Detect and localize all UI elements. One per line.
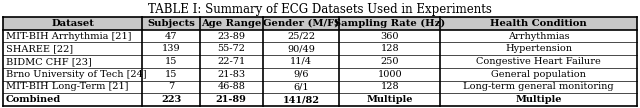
Text: Gender (M/F): Gender (M/F) [263, 19, 339, 28]
Text: Subjects: Subjects [147, 19, 195, 28]
Text: TABLE I: Summary of ECG Datasets Used in Experiments: TABLE I: Summary of ECG Datasets Used in… [148, 3, 492, 17]
Text: 6/1: 6/1 [293, 82, 308, 91]
Text: 360: 360 [381, 32, 399, 41]
Text: 141/82: 141/82 [282, 95, 319, 104]
Bar [3, 42, 637, 55]
Text: Congestive Heart Failure: Congestive Heart Failure [476, 57, 601, 66]
Bar [3, 17, 637, 30]
Bar [3, 68, 637, 81]
Text: Hypertension: Hypertension [505, 44, 572, 53]
Text: 23-89: 23-89 [217, 32, 245, 41]
Text: 90/49: 90/49 [287, 44, 315, 53]
Text: MIT-BIH Arrhythmia [21]: MIT-BIH Arrhythmia [21] [6, 32, 131, 41]
Text: BIDMC CHF [23]: BIDMC CHF [23] [6, 57, 92, 66]
Text: 139: 139 [162, 44, 180, 53]
Text: 47: 47 [164, 32, 177, 41]
Text: Arrhythmias: Arrhythmias [508, 32, 570, 41]
Text: Sampling Rate (Hz): Sampling Rate (Hz) [334, 19, 445, 28]
Text: 55-72: 55-72 [217, 44, 245, 53]
Text: 15: 15 [165, 70, 177, 79]
Text: SHAREE [22]: SHAREE [22] [6, 44, 73, 53]
Bar [3, 81, 637, 93]
Text: 223: 223 [161, 95, 181, 104]
Text: 22-71: 22-71 [217, 57, 245, 66]
Text: 46-88: 46-88 [218, 82, 245, 91]
Text: Long-term general monitoring: Long-term general monitoring [463, 82, 614, 91]
Text: Multiple: Multiple [515, 95, 562, 104]
Text: 1000: 1000 [378, 70, 402, 79]
Text: 9/6: 9/6 [293, 70, 308, 79]
Text: Dataset: Dataset [51, 19, 94, 28]
Text: Age Range: Age Range [201, 19, 261, 28]
Text: Health Condition: Health Condition [490, 19, 587, 28]
Text: Combined: Combined [6, 95, 61, 104]
Text: 7: 7 [168, 82, 174, 91]
Text: General population: General population [492, 70, 586, 79]
Text: 15: 15 [165, 57, 177, 66]
Text: 250: 250 [381, 57, 399, 66]
Bar [3, 30, 637, 42]
Text: 21-83: 21-83 [217, 70, 245, 79]
Text: Multiple: Multiple [367, 95, 413, 104]
Text: Brno University of Tech [24]: Brno University of Tech [24] [6, 70, 147, 79]
Bar [3, 55, 637, 68]
Text: 21-89: 21-89 [216, 95, 246, 104]
Text: 128: 128 [380, 44, 399, 53]
Text: 128: 128 [380, 82, 399, 91]
Bar [3, 93, 637, 106]
Text: MIT-BIH Long-Term [21]: MIT-BIH Long-Term [21] [6, 82, 129, 91]
Text: 11/4: 11/4 [290, 57, 312, 66]
Text: 25/22: 25/22 [287, 32, 315, 41]
